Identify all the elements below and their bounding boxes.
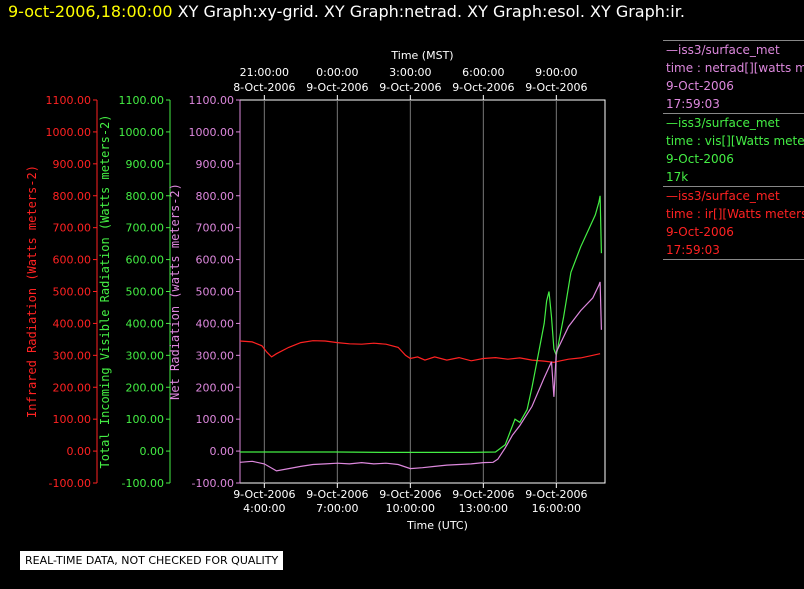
x-tick-date-top: 9-Oct-2006 xyxy=(379,81,441,94)
x-tick-date-bottom: 9-Oct-2006 xyxy=(306,488,368,501)
y-tick-label: 500.00 xyxy=(126,286,165,299)
y-axis-label-1: Total Incoming Visible Radiation (Watts … xyxy=(98,114,112,468)
y-tick-label: 800.00 xyxy=(196,190,235,203)
x-tick-time-top: 0:00:00 xyxy=(316,66,358,79)
y-tick-label: -100.00 xyxy=(192,477,234,490)
legend-separator xyxy=(663,259,804,260)
x-axis-label-bottom: Time (UTC) xyxy=(406,519,468,532)
y-tick-label: 700.00 xyxy=(196,222,235,235)
y-tick-label: 600.00 xyxy=(126,254,165,267)
y-tick-label: -100.00 xyxy=(122,477,164,490)
y-tick-label: 600.00 xyxy=(196,254,235,267)
legend-bottom-rule xyxy=(663,259,804,260)
legend-separator xyxy=(663,186,804,187)
y-tick-label: 200.00 xyxy=(126,381,165,394)
y-tick-label: 600.00 xyxy=(53,254,92,267)
series-line-ir xyxy=(239,340,601,364)
legend-line: time : ir[][Watts meters xyxy=(666,207,804,221)
x-axis-label-top: Time (MST) xyxy=(390,49,453,62)
y-tick-label: 500.00 xyxy=(196,286,235,299)
legend-line: 17:59:03 xyxy=(666,97,720,111)
y-tick-label: 100.00 xyxy=(126,413,165,426)
title-bar: 9-oct-2006,18:00:00 XY Graph:xy-grid. XY… xyxy=(8,2,685,21)
y-tick-label: 0.00 xyxy=(210,445,235,458)
x-tick-date-top: 9-Oct-2006 xyxy=(306,81,368,94)
legend-line: time : netrad[][watts me xyxy=(666,61,804,75)
x-tick-time-top: 3:00:00 xyxy=(389,66,431,79)
y-tick-label: 0.00 xyxy=(140,445,165,458)
x-tick-date-bottom: 9-Oct-2006 xyxy=(452,488,514,501)
x-tick-time-top: 9:00:00 xyxy=(535,66,577,79)
graph-list: XY Graph:xy-grid. XY Graph:netrad. XY Gr… xyxy=(177,2,685,21)
legend-line: —iss3/surface_met xyxy=(666,43,780,57)
x-tick-date-top: 9-Oct-2006 xyxy=(452,81,514,94)
y-tick-label: 100.00 xyxy=(196,413,235,426)
y-tick-label: 900.00 xyxy=(196,158,235,171)
y-tick-label: 1100.00 xyxy=(46,94,92,107)
y-axis-label-2: Net Radiation (watts meters-2) xyxy=(168,183,182,400)
x-tick-date-bottom: 9-Oct-2006 xyxy=(379,488,441,501)
y-tick-label: 800.00 xyxy=(53,190,92,203)
series-line-vis xyxy=(240,195,602,453)
legend-separator xyxy=(663,113,804,114)
y-tick-label: 500.00 xyxy=(53,286,92,299)
x-tick-time-bottom: 16:00:00 xyxy=(532,502,581,515)
x-tick-date-top: 9-Oct-2006 xyxy=(525,81,587,94)
y-tick-label: 1000.00 xyxy=(119,126,165,139)
y-tick-label: 700.00 xyxy=(53,222,92,235)
legend-line: 9-Oct-2006 xyxy=(666,225,734,239)
x-tick-time-bottom: 13:00:00 xyxy=(459,502,508,515)
y-tick-label: 900.00 xyxy=(126,158,165,171)
y-tick-label: 300.00 xyxy=(196,349,235,362)
y-tick-label: 1100.00 xyxy=(189,94,235,107)
legend-line: 9-Oct-2006 xyxy=(666,152,734,166)
legend-line: —iss3/surface_met xyxy=(666,116,780,130)
y-tick-label: 100.00 xyxy=(53,413,92,426)
legend-line: time : vis[][Watts meter xyxy=(666,134,804,148)
legend-line: 9-Oct-2006 xyxy=(666,79,734,93)
y-tick-label: 200.00 xyxy=(53,381,92,394)
y-tick-label: 1100.00 xyxy=(119,94,165,107)
series-line-netrad xyxy=(239,281,602,472)
plot-frame xyxy=(239,99,606,484)
y-tick-label: 700.00 xyxy=(126,222,165,235)
x-tick-date-bottom: 9-Oct-2006 xyxy=(525,488,587,501)
y-tick-label: 1000.00 xyxy=(46,126,92,139)
y-tick-label: 400.00 xyxy=(126,317,165,330)
y-tick-label: 900.00 xyxy=(53,158,92,171)
x-tick-date-top: 8-Oct-2006 xyxy=(233,81,295,94)
y-tick-label: 300.00 xyxy=(53,349,92,362)
legend-line: 17:59:03 xyxy=(666,243,720,257)
y-tick-label: 800.00 xyxy=(126,190,165,203)
y-tick-label: 0.00 xyxy=(67,445,92,458)
x-tick-time-bottom: 7:00:00 xyxy=(316,502,358,515)
x-tick-time-top: 6:00:00 xyxy=(462,66,504,79)
legend-separator xyxy=(663,40,804,41)
legend-line: —iss3/surface_met xyxy=(666,189,780,203)
y-tick-label: 400.00 xyxy=(196,317,235,330)
x-tick-date-bottom: 9-Oct-2006 xyxy=(233,488,295,501)
x-tick-time-top: 21:00:00 xyxy=(240,66,289,79)
x-tick-time-bottom: 10:00:00 xyxy=(386,502,435,515)
xy-chart: -100.00 0.00 100.00 200.00 300.00 400.00 500.0… xyxy=(25,49,606,532)
y-tick-label: 1000.00 xyxy=(189,126,235,139)
quality-note: REAL-TIME DATA, NOT CHECKED FOR QUALITY xyxy=(20,551,284,570)
y-tick-label: -100.00 xyxy=(49,477,91,490)
timestamp: 9-oct-2006,18:00:00 xyxy=(8,2,173,21)
y-tick-label: 400.00 xyxy=(53,317,92,330)
y-tick-label: 200.00 xyxy=(196,381,235,394)
x-tick-time-bottom: 4:00:00 xyxy=(243,502,285,515)
y-tick-label: 300.00 xyxy=(126,349,165,362)
y-axis-label-0: Infrared Radiation (Watts meters-2) xyxy=(25,165,39,418)
legend-line: 17k xyxy=(666,170,689,184)
